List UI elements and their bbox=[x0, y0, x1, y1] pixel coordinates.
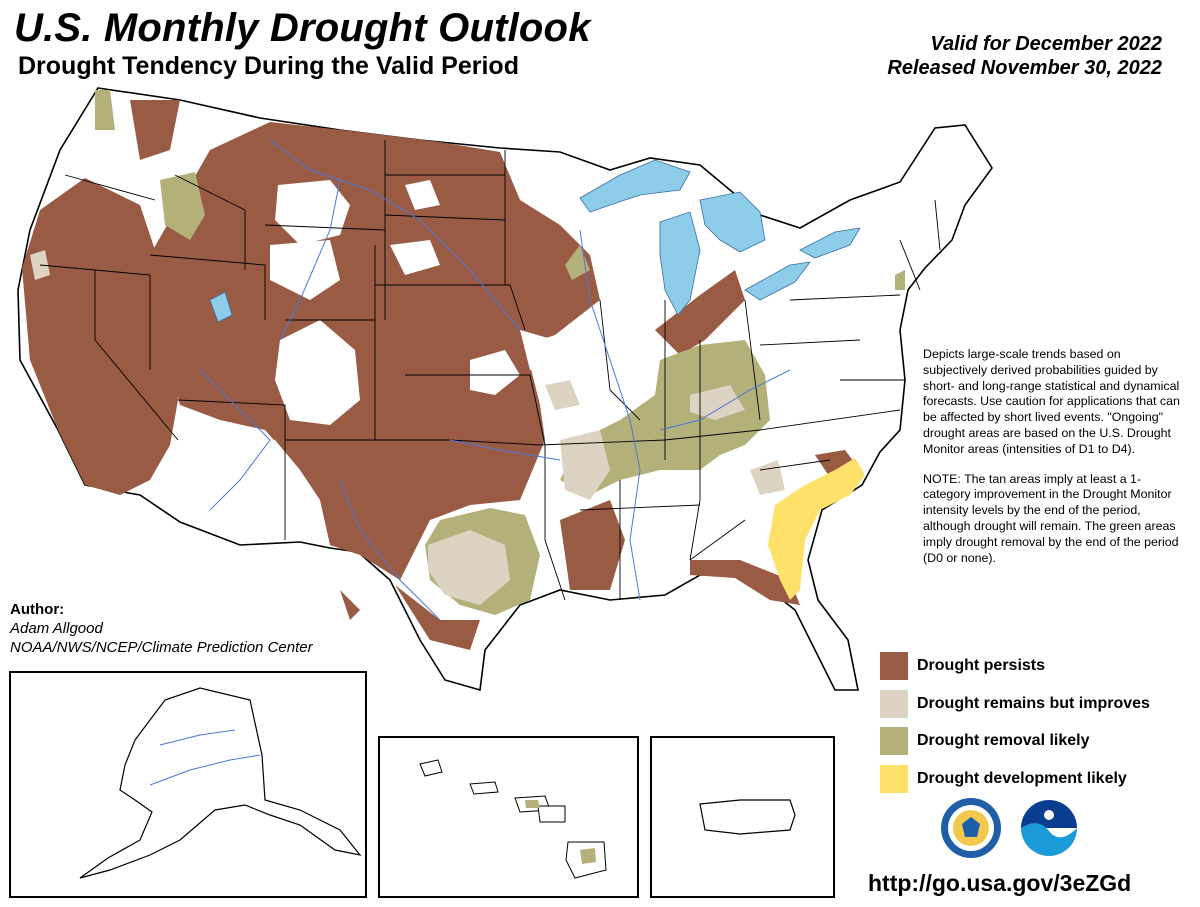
no-drought-areas bbox=[165, 180, 560, 530]
valid-period: Valid for December 2022 bbox=[930, 33, 1162, 55]
legend-item-removal: Drought removal likely bbox=[880, 727, 1190, 755]
hawaii-inset bbox=[378, 736, 639, 898]
legend-label-improves: Drought remains but improves bbox=[917, 694, 1150, 712]
legend-swatch-improves bbox=[880, 689, 908, 718]
legend-item-development: Drought development likely bbox=[880, 764, 1190, 793]
legend-item-persists: Drought persists bbox=[880, 652, 1190, 680]
author-name: Adam Allgood bbox=[10, 620, 103, 637]
hawaii-drought-removal bbox=[525, 800, 596, 864]
outlook-url[interactable]: http://go.usa.gov/3eZGd bbox=[868, 870, 1132, 896]
drought-development-area bbox=[768, 458, 865, 600]
legend-swatch-removal bbox=[880, 727, 908, 755]
map-title: U.S. Monthly Drought Outlook bbox=[14, 6, 591, 50]
legend-label-persists: Drought persists bbox=[917, 657, 1046, 674]
legend-item-improves: Drought remains but improves bbox=[880, 689, 1190, 718]
legend-swatch-persists bbox=[880, 652, 908, 680]
alaska-outline bbox=[79, 687, 362, 879]
alaska-rivers bbox=[149, 729, 261, 786]
noaa-logo-icon bbox=[1019, 798, 1079, 858]
note-text: NOTE: The tan areas imply at least a 1-c… bbox=[923, 471, 1179, 565]
legend-swatch-development bbox=[880, 764, 908, 793]
release-date: Released November 30, 2022 bbox=[887, 57, 1162, 79]
puerto-rico-outline bbox=[699, 799, 796, 835]
author-block: Author: Adam Allgood NOAA/NWS/NCEP/Clima… bbox=[10, 600, 313, 657]
commerce-seal-icon bbox=[941, 798, 1001, 858]
rivers bbox=[199, 139, 791, 621]
author-org: NOAA/NWS/NCEP/Climate Prediction Center bbox=[10, 639, 313, 656]
description-text: Depicts large-scale trends based on subj… bbox=[923, 347, 1180, 456]
legend: Drought persists Drought remains but imp… bbox=[880, 652, 1190, 802]
state-boundaries bbox=[39, 140, 941, 601]
legend-label-development: Drought development likely bbox=[917, 769, 1127, 787]
water-bodies bbox=[209, 159, 861, 323]
author-label: Author: bbox=[10, 601, 65, 618]
map-subtitle: Drought Tendency During the Valid Period bbox=[18, 52, 519, 80]
legend-label-removal: Drought removal likely bbox=[917, 732, 1090, 749]
description-block: Depicts large-scale trends based on subj… bbox=[923, 347, 1185, 580]
